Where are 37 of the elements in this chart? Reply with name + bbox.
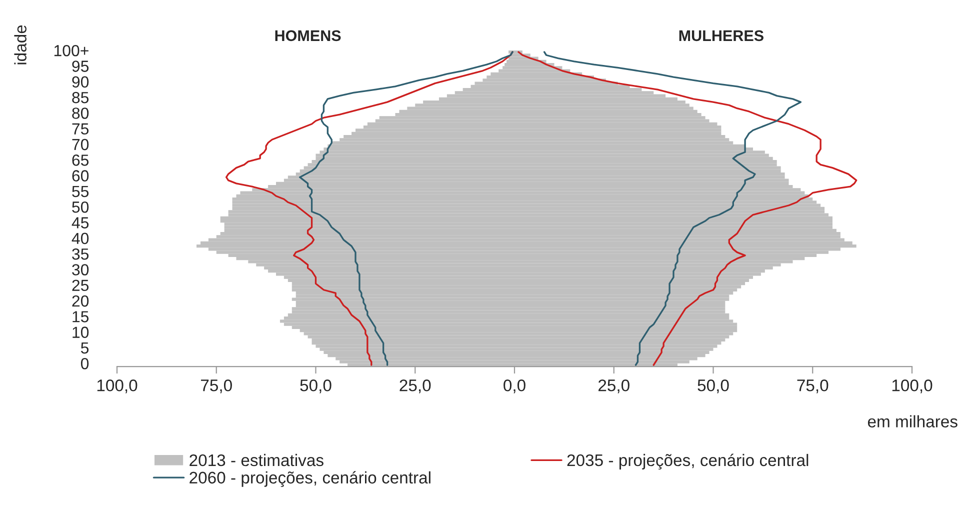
y-tick-label: 65 <box>72 154 89 166</box>
y-tick-label: 95 <box>72 60 89 72</box>
y-tick-label: 35 <box>72 248 89 260</box>
x-tick-label: 25,0 <box>598 380 630 394</box>
y-tick-label: 60 <box>72 170 89 182</box>
y-tick-label: 40 <box>72 232 89 244</box>
x-tick-label: 75,0 <box>201 380 232 394</box>
x-tick-label: 100,0 <box>97 380 138 394</box>
y-tick-label: 0 <box>80 358 89 370</box>
y-tick-label: 90 <box>72 76 89 88</box>
y-tick-label: 85 <box>72 92 89 104</box>
legend-label: 2013 - estimativas <box>190 454 324 466</box>
y-tick-label: 100+ <box>54 44 88 56</box>
y-tick-label: 25 <box>72 280 89 292</box>
x-tick-label: 50,0 <box>698 380 729 394</box>
y-tick-label: 75 <box>72 123 89 135</box>
x-tick-label: 100,0 <box>892 380 932 394</box>
y-tick-label: 55 <box>72 186 89 198</box>
y-tick-label: 45 <box>72 217 89 228</box>
y-tick-label: 70 <box>72 138 89 150</box>
text: HOMENS <box>275 30 341 42</box>
x-tick-label: 25,0 <box>400 380 431 394</box>
y-axis-title: idade <box>14 25 26 64</box>
text: MULHERES <box>679 30 764 42</box>
x-tick-label: 75,0 <box>797 380 828 394</box>
x-tick-label: 50,0 <box>300 380 332 394</box>
x-axis-title: em milhares <box>868 415 958 428</box>
y-tick-label: 5 <box>80 342 89 354</box>
y-tick-label: 80 <box>72 108 89 119</box>
y-tick-label: 20 <box>72 295 89 307</box>
x-tick-label: 0,0 <box>504 380 526 394</box>
y-tick-label: 30 <box>72 264 89 276</box>
y-tick-label: 15 <box>72 311 89 322</box>
y-tick-label: 50 <box>72 201 89 213</box>
legend-label: 2035 - projeções, cenário central <box>567 454 808 470</box>
legend-label: 2060 - projeções, cenário central <box>190 471 430 487</box>
y-tick-label: 10 <box>72 326 89 338</box>
